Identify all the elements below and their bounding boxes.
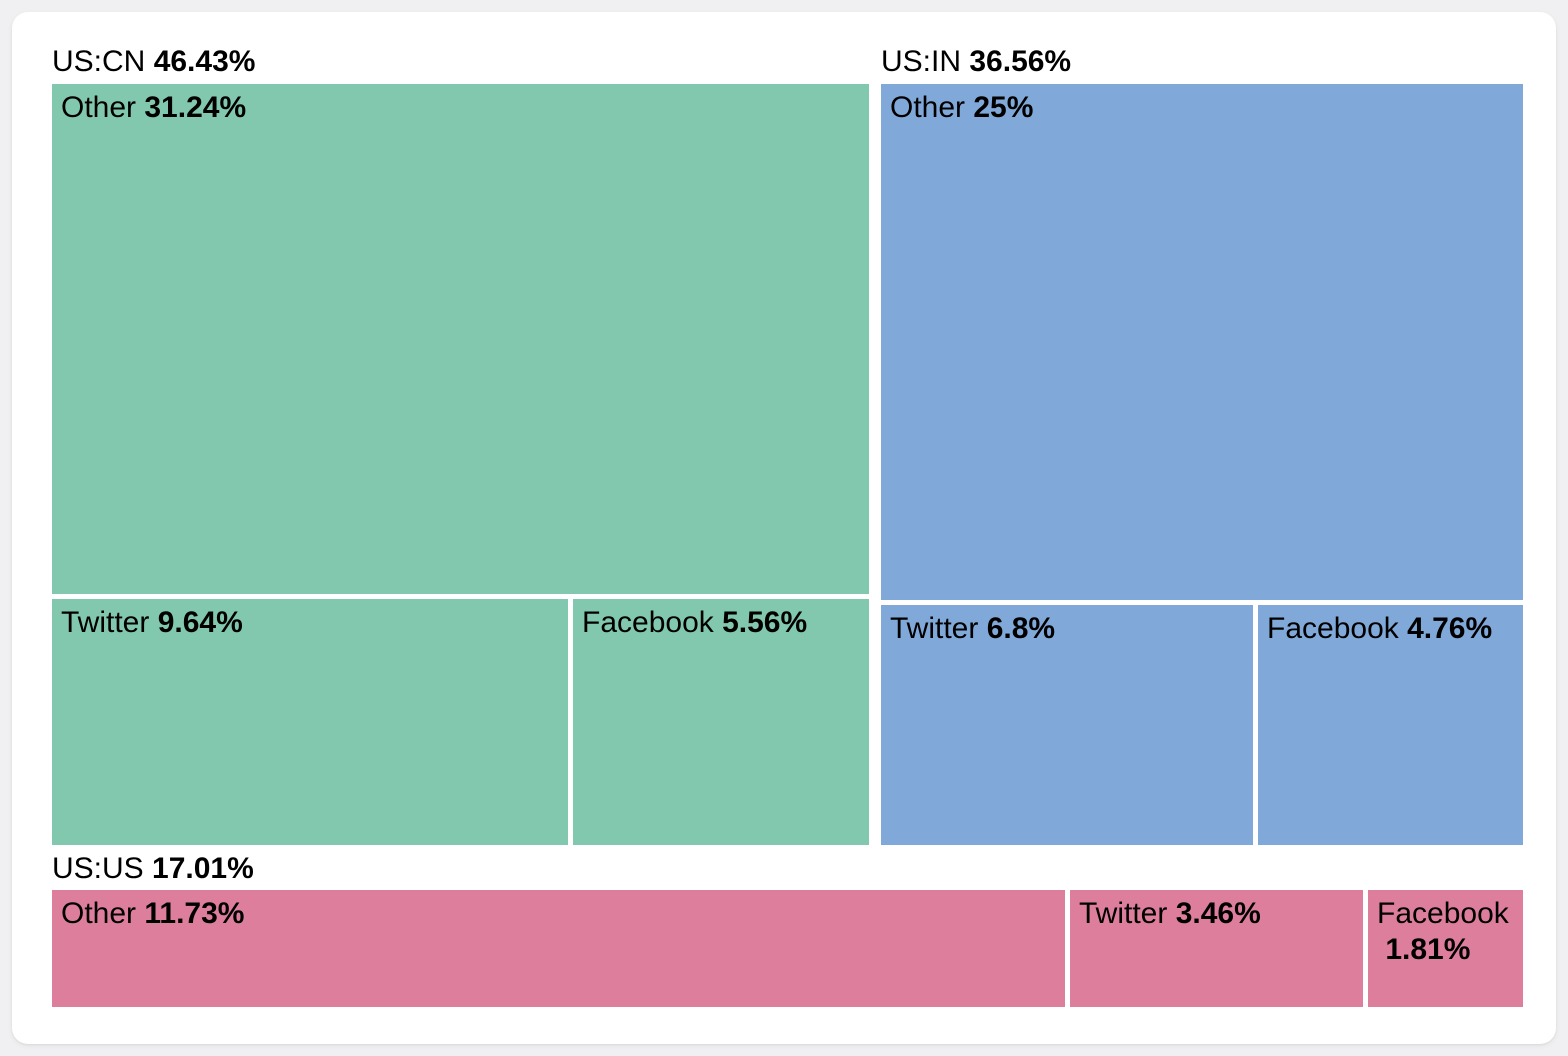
group-value: 17.01% xyxy=(152,852,254,885)
treemap-card: US:CN 46.43% Other 31.24% Twitter 9.64% … xyxy=(12,12,1556,1044)
cell-value: 3.46% xyxy=(1175,897,1261,930)
cell-source: Twitter xyxy=(890,612,979,645)
cell-source: Facebook xyxy=(1267,612,1399,645)
group-value: 46.43% xyxy=(153,45,256,78)
cell-source: Other xyxy=(890,91,966,124)
group-label: US:CN xyxy=(52,45,146,78)
cell-label: Other 11.73% xyxy=(52,890,1065,938)
treemap-cell-usus-other[interactable]: Other 11.73% xyxy=(52,890,1065,1007)
cell-value: 1.81% xyxy=(1385,933,1471,966)
treemap-cell-usus-twitter[interactable]: Twitter 3.46% xyxy=(1070,890,1363,1007)
cell-value: 5.56% xyxy=(722,606,808,639)
group-label: US:IN xyxy=(881,45,962,78)
cell-source: Facebook xyxy=(582,606,714,639)
cell-source: Twitter xyxy=(61,606,150,639)
cell-label: Facebook 1.81% xyxy=(1368,890,1523,974)
cell-source: Other xyxy=(61,91,137,124)
spacer xyxy=(978,612,986,645)
cell-label: Twitter 6.8% xyxy=(881,605,1253,653)
spacer xyxy=(145,45,153,78)
cell-value: 11.73% xyxy=(144,897,245,930)
treemap-cell-usin-other[interactable]: Other 25% xyxy=(881,84,1523,600)
cell-source: Other xyxy=(61,897,137,930)
treemap-cell-usin-facebook[interactable]: Facebook 4.76% xyxy=(1258,605,1523,845)
cell-label: Other 31.24% xyxy=(52,84,869,132)
cell-label: Twitter 9.64% xyxy=(52,599,568,647)
spacer xyxy=(1167,897,1175,930)
treemap-cell-uscn-facebook[interactable]: Facebook 5.56% xyxy=(573,599,869,845)
group-header-usin: US:IN 36.56% xyxy=(881,44,1071,80)
cell-label: Facebook 4.76% xyxy=(1258,605,1523,653)
cell-source: Facebook xyxy=(1377,897,1509,930)
group-header-uscn: US:CN 46.43% xyxy=(52,44,255,80)
treemap-cell-usus-facebook[interactable]: Facebook 1.81% xyxy=(1368,890,1523,1007)
treemap-cell-uscn-twitter[interactable]: Twitter 9.64% xyxy=(52,599,568,845)
cell-value: 6.8% xyxy=(986,612,1056,645)
group-value: 36.56% xyxy=(969,45,1072,78)
cell-value: 31.24% xyxy=(144,91,247,124)
cell-source: Twitter xyxy=(1079,897,1168,930)
spacer xyxy=(1399,612,1407,645)
cell-label: Twitter 3.46% xyxy=(1070,890,1363,938)
group-label: US:US xyxy=(52,852,144,885)
spacer xyxy=(149,606,157,639)
cell-value: 4.76% xyxy=(1407,612,1493,645)
spacer xyxy=(714,606,722,639)
spacer xyxy=(144,852,152,885)
treemap-cell-usin-twitter[interactable]: Twitter 6.8% xyxy=(881,605,1253,845)
treemap-cell-uscn-other[interactable]: Other 31.24% xyxy=(52,84,869,594)
group-header-usus: US:US 17.01% xyxy=(52,851,254,887)
cell-value: 25% xyxy=(973,91,1034,124)
cell-label: Other 25% xyxy=(881,84,1523,132)
cell-label: Facebook 5.56% xyxy=(573,599,869,647)
cell-value: 9.64% xyxy=(157,606,243,639)
